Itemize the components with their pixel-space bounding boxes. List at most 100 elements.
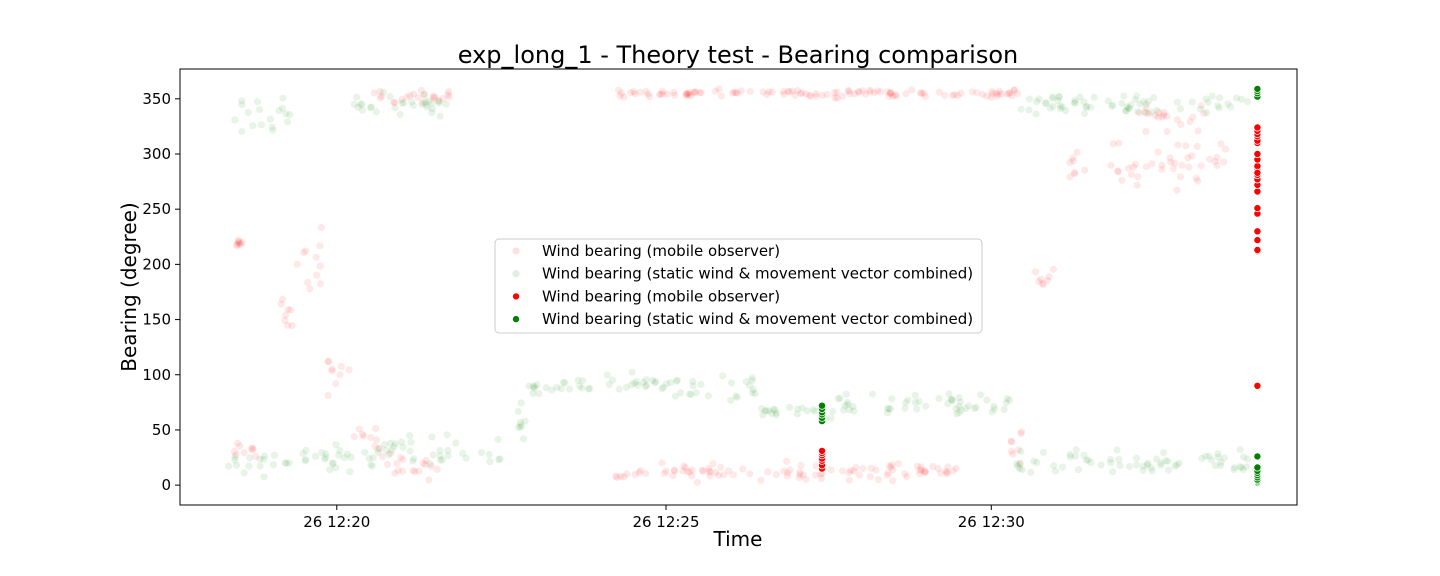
- scatter-point-faint: [1070, 168, 1079, 177]
- scatter-point-faint: [414, 94, 422, 102]
- scatter-point-faint: [1013, 89, 1022, 98]
- scatter-point-faint: [1239, 465, 1247, 474]
- scatter-point-faint: [1123, 103, 1131, 111]
- scatter-point-faint: [1126, 104, 1134, 112]
- scatter-point-faint: [1115, 139, 1123, 147]
- legend-label: Wind bearing (mobile observer): [542, 242, 780, 260]
- scatter-point-faint: [886, 405, 895, 413]
- scatter-point-faint: [1030, 457, 1038, 465]
- scatter-point-faint: [1217, 458, 1225, 466]
- scatter-point-faint: [367, 461, 375, 469]
- scatter-point-faint: [620, 93, 628, 101]
- scatter-point-faint: [1188, 152, 1196, 160]
- scatter-point: [1253, 187, 1262, 196]
- scatter-point-faint: [1104, 97, 1112, 105]
- scatter-point-faint: [889, 466, 897, 474]
- scatter-point-faint: [394, 467, 402, 475]
- scatter-point-faint: [1197, 105, 1205, 113]
- scatter-point-faint: [421, 98, 430, 106]
- scatter-point-faint: [326, 466, 334, 474]
- scatter-point-faint: [343, 450, 351, 458]
- scatter-point-faint: [517, 399, 525, 407]
- scatter-point-faint: [336, 371, 344, 379]
- scatter-point-faint: [1184, 154, 1192, 162]
- scatter-point-faint: [1097, 461, 1105, 469]
- scatter-point-faint: [425, 97, 433, 105]
- y-tick-label: 50: [152, 421, 171, 439]
- x-axis-title: Time: [713, 527, 763, 551]
- scatter-point-faint: [916, 470, 924, 478]
- scatter-point-faint: [948, 396, 956, 404]
- scatter-point-faint: [739, 465, 747, 473]
- scatter-point: [1253, 381, 1262, 390]
- scatter-point-faint: [888, 395, 896, 403]
- scatter-point-faint: [785, 88, 793, 96]
- scatter-point-faint: [1003, 395, 1011, 403]
- scatter-point-faint: [791, 91, 799, 99]
- scatter-point-faint: [409, 101, 417, 110]
- scatter-point-faint: [1115, 456, 1123, 464]
- scatter-point-faint: [628, 368, 636, 376]
- scatter-point-faint: [962, 404, 970, 412]
- scatter-point-faint: [649, 376, 657, 384]
- scatter-point-faint: [459, 449, 467, 457]
- scatter-point-faint: [1072, 446, 1080, 454]
- scatter-point-faint: [260, 455, 268, 463]
- scatter-point-faint: [902, 89, 910, 98]
- scatter-point-faint: [748, 389, 757, 397]
- scatter-point-faint: [269, 126, 277, 134]
- scatter-point-faint: [236, 442, 244, 450]
- scatter-point-faint: [436, 456, 445, 464]
- scatter-point-faint: [605, 380, 614, 388]
- scatter-point-faint: [1197, 162, 1205, 170]
- scatter-point-faint: [699, 466, 707, 474]
- scatter-point-faint: [673, 376, 681, 384]
- scatter-point-faint: [248, 446, 256, 454]
- scatter-point-faint: [1109, 468, 1117, 476]
- x-axis: 26 12:20 26 12:25 26 12:30: [303, 505, 1025, 531]
- scatter-point-faint: [530, 384, 539, 392]
- x-tick-label: 26 12:25: [632, 513, 699, 531]
- scatter-point-faint: [336, 446, 344, 454]
- scatter-point-faint: [894, 460, 903, 468]
- scatter-point-faint: [746, 470, 754, 478]
- scatter-point-faint: [368, 462, 376, 470]
- scatter-point-faint: [685, 89, 693, 97]
- scatter-point-faint: [715, 471, 723, 479]
- scatter-point-faint: [704, 392, 713, 400]
- scatter-point-faint: [1173, 116, 1181, 124]
- scatter-point-faint: [690, 88, 698, 96]
- scatter-point-faint: [281, 459, 289, 467]
- scatter-point-faint: [659, 383, 668, 391]
- scatter-point-faint: [876, 88, 885, 96]
- scatter-point-faint: [798, 404, 806, 412]
- scatter-point-faint: [715, 85, 723, 93]
- scatter-point-faint: [685, 390, 694, 398]
- scatter-point-faint: [1058, 463, 1067, 471]
- scatter-point-faint: [1204, 98, 1212, 106]
- scatter-point-faint: [409, 90, 418, 98]
- y-tick-label: 150: [142, 311, 171, 329]
- scatter-point-faint: [920, 89, 928, 97]
- scatter-point-faint: [260, 452, 268, 460]
- scatter-point-faint: [1107, 455, 1115, 463]
- scatter-point-faint: [1147, 108, 1155, 116]
- scatter-point-faint: [374, 448, 382, 456]
- scatter-point-faint: [574, 376, 582, 384]
- scatter-point-faint: [913, 462, 922, 470]
- scatter-point-faint: [1162, 457, 1170, 465]
- scatter-point-faint: [636, 466, 645, 474]
- scatter-point-faint: [861, 90, 870, 98]
- scatter-point-faint: [955, 409, 963, 417]
- scatter-point-faint: [1038, 280, 1046, 288]
- scatter-point-faint: [887, 463, 895, 471]
- scatter-point-faint: [990, 402, 998, 410]
- scatter-point-faint: [253, 98, 261, 106]
- scatter-point-faint: [428, 105, 436, 113]
- scatter-point-faint: [391, 99, 399, 107]
- scatter-point-faint: [444, 446, 452, 455]
- scatter-point: [1253, 463, 1262, 472]
- scatter-point-faint: [780, 90, 788, 98]
- scatter-point-faint: [312, 253, 320, 261]
- scatter-point-faint: [854, 87, 863, 96]
